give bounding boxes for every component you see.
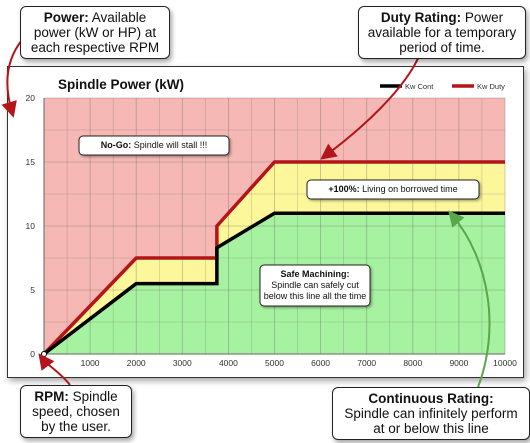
y-tick-label: 20 (26, 93, 36, 103)
x-tick-label: 2000 (127, 358, 146, 368)
continuous-callout-title: Continuous Rating: (368, 391, 494, 406)
chart-svg: 0 1000 2000 3000 4000 5000 6000 7000 8000 9000 100… (26, 77, 518, 368)
safe-machining-label-box (259, 264, 371, 307)
x-tick-label: 6000 (311, 358, 330, 368)
safe-machining-label-text: Spindle can safely cut (271, 280, 359, 290)
y-tick-label: 5 (30, 285, 35, 295)
continuous-callout-text: Spindle can infinitely perform at or bel… (344, 406, 518, 436)
legend-kw-duty-label: Kw Duty (477, 82, 505, 91)
rpm-callout-text: Spindle speed, chosen by the user. (32, 389, 120, 434)
no-go-label-text: No-Go: Spindle will stall !!! (101, 140, 208, 150)
safe-machining-label-text: below this line all the time (264, 291, 367, 301)
y-tick-label: 10 (26, 221, 36, 231)
power-callout-text: Available power (kW or HP) at each respe… (30, 10, 160, 55)
x-tick-label: 4000 (219, 358, 238, 368)
x-tick-label: 7000 (357, 358, 376, 368)
y-tick-label: 15 (26, 157, 36, 167)
x-tick-label: 9000 (449, 358, 468, 368)
borrowed-time-label-text: +100%: Living on borrowed time (328, 184, 457, 194)
legend-kw-cont-label: Kw Cont (405, 82, 434, 91)
x-tick-label: 1000 (81, 358, 100, 368)
chart-title: Spindle Power (kW) (58, 77, 184, 92)
x-tick-label: 5000 (265, 358, 284, 368)
spindle-power-chart: 0 1000 2000 3000 4000 5000 6000 7000 8000 9000 100… (7, 66, 524, 378)
power-callout: Power: Available power (kW or HP) at eac… (20, 6, 170, 59)
continuous-callout: Continuous Rating: Spindle can infinitel… (332, 387, 530, 440)
series-line-kw-cont (42, 211, 505, 356)
duty-callout-text: Power available for a temporary period o… (367, 10, 517, 55)
series-line-kw-duty (42, 160, 505, 356)
duty-callout: Duty Rating: Power available for a tempo… (358, 6, 526, 59)
origin-point (41, 351, 47, 357)
x-tick-label: 0 (42, 358, 47, 368)
borrowed-time-label-box (306, 179, 480, 200)
x-tick-label: 8000 (403, 358, 422, 368)
safe-machining-label-text: Safe Machining: (280, 269, 349, 279)
x-tick-label: 10000 (493, 358, 517, 368)
duty-callout-title: Duty Rating: (380, 10, 462, 25)
power-callout-title: Power: (43, 10, 89, 25)
no-go-label-box (78, 135, 230, 156)
rpm-callout-title: RPM: (34, 389, 69, 404)
rpm-callout: RPM: Spindle speed, chosen by the user. (20, 385, 132, 438)
x-tick-label: 3000 (173, 358, 192, 368)
y-tick-label: 0 (30, 349, 35, 359)
